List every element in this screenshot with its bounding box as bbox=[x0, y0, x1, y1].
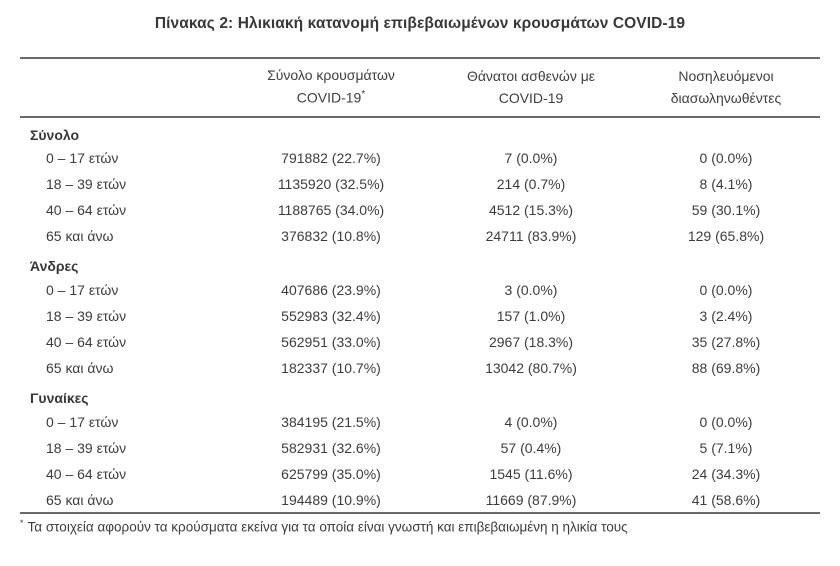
cases-value: 376832 (10.8%) bbox=[281, 228, 381, 244]
deaths-value: 2967 (18.3%) bbox=[488, 334, 574, 350]
footnote: * Τα στοιχεία αφορούν τα κρούσματα εκείνα… bbox=[20, 518, 840, 535]
cases-value: 1135920 (32.5%) bbox=[277, 176, 385, 192]
age-group-label: 40 – 64 ετών bbox=[46, 466, 127, 482]
intubated-value: 24 (34.3%) bbox=[691, 466, 761, 482]
table-row: 65 και άνω 194489 (10.9%) 11669 (87.9%) 41 … bbox=[20, 487, 820, 513]
cases-value: 582931 (32.6%) bbox=[281, 440, 381, 456]
age-group-label: 65 και άνω bbox=[46, 228, 114, 244]
cases-value: 407686 (23.9%) bbox=[281, 282, 381, 298]
section-label: Άνδρες bbox=[30, 258, 79, 274]
section-label: Σύνολο bbox=[30, 126, 80, 143]
deaths-value: 157 (1.0%) bbox=[496, 308, 566, 324]
deaths-value: 4 (0.0%) bbox=[504, 414, 558, 430]
intubated-value: 129 (65.8%) bbox=[687, 228, 765, 244]
cases-value: 791882 (22.7%) bbox=[281, 150, 381, 166]
section-header-row: Άνδρες bbox=[20, 249, 820, 277]
age-group-label: 18 – 39 ετών bbox=[46, 440, 127, 456]
intubated-value: 59 (30.1%) bbox=[691, 202, 761, 218]
footnote-text: Τα στοιχεία αφορούν τα κρούσματα εκείνα … bbox=[27, 519, 628, 535]
header-deaths: Θάνατοι ασθενών με COVID-19 bbox=[430, 58, 632, 118]
intubated-value: 5 (7.1%) bbox=[699, 440, 753, 456]
deaths-value: 4512 (15.3%) bbox=[488, 202, 574, 218]
deaths-value: 3 (0.0%) bbox=[504, 282, 558, 298]
age-group-label: 0 – 17 ετών bbox=[46, 414, 119, 430]
cases-value: 194489 (10.9%) bbox=[281, 491, 381, 508]
cases-value: 182337 (10.7%) bbox=[281, 360, 381, 376]
deaths-value: 11669 (87.9%) bbox=[485, 491, 577, 508]
intubated-value: 8 (4.1%) bbox=[699, 176, 753, 192]
table-row: 0 – 17 ετών 407686 (23.9%) 3 (0.0%) 0 (0.0%… bbox=[20, 277, 820, 303]
age-group-label: 40 – 64 ετών bbox=[46, 334, 127, 350]
covid-age-distribution-table: Σύνολο κρουσμάτων COVID-19* Θάνατοι ασθε… bbox=[20, 57, 820, 514]
header-total-cases-line1: Σύνολο κρουσμάτων bbox=[267, 67, 395, 84]
table-row: 18 – 39 ετών 582931 (32.6%) 57 (0.4%) 5 (7.… bbox=[20, 435, 820, 461]
age-group-label: 18 – 39 ετών bbox=[46, 176, 127, 192]
intubated-value: 41 (58.6%) bbox=[691, 491, 761, 508]
footnote-marker: * bbox=[20, 518, 24, 528]
intubated-value: 88 (69.8%) bbox=[691, 360, 761, 376]
cases-value: 1188765 (34.0%) bbox=[277, 202, 385, 218]
table-row: 18 – 39 ετών 1135920 (32.5%) 214 (0.7%) 8 (… bbox=[20, 171, 820, 197]
table-row: 18 – 39 ετών 552983 (32.4%) 157 (1.0%) 3 (2… bbox=[20, 303, 820, 329]
age-group-label: 65 και άνω bbox=[46, 360, 114, 376]
section-header-row: Γυναίκες bbox=[20, 381, 820, 409]
table-row: 0 – 17 ετών 384195 (21.5%) 4 (0.0%) 0 (0.0%… bbox=[20, 409, 820, 435]
cases-value: 384195 (21.5%) bbox=[281, 414, 381, 430]
intubated-value: 3 (2.4%) bbox=[699, 308, 753, 324]
intubated-value: 0 (0.0%) bbox=[699, 414, 753, 430]
table-row: 65 και άνω 376832 (10.8%) 24711 (83.9%) 129… bbox=[20, 223, 820, 249]
cases-value: 625799 (35.0%) bbox=[281, 466, 381, 482]
header-intubated-line2: διασωληνωθέντες bbox=[670, 89, 782, 106]
age-group-label: 18 – 39 ετών bbox=[46, 308, 127, 324]
age-group-label: 0 – 17 ετών bbox=[46, 282, 119, 298]
header-empty-cell bbox=[20, 58, 232, 118]
header-intubated: Νοσηλευόμενοι διασωληνωθέντες bbox=[632, 58, 820, 118]
header-intubated-line1: Νοσηλευόμενοι bbox=[678, 67, 774, 84]
section-header-row: Σύνολο bbox=[20, 117, 820, 145]
age-group-label: 40 – 64 ετών bbox=[46, 202, 127, 218]
table-row: 40 – 64 ετών 1188765 (34.0%) 4512 (15.3%) 5… bbox=[20, 197, 820, 223]
deaths-value: 7 (0.0%) bbox=[504, 150, 558, 166]
header-total-cases-line2: COVID-19* bbox=[296, 89, 366, 106]
deaths-value: 24711 (83.9%) bbox=[485, 228, 577, 244]
header-asterisk: * bbox=[361, 89, 366, 101]
intubated-value: 35 (27.8%) bbox=[691, 334, 761, 350]
table-row: 40 – 64 ετών 625799 (35.0%) 1545 (11.6%) 24… bbox=[20, 461, 820, 487]
cases-value: 562951 (33.0%) bbox=[281, 334, 381, 350]
deaths-value: 1545 (11.6%) bbox=[489, 466, 573, 482]
intubated-value: 0 (0.0%) bbox=[699, 150, 753, 166]
deaths-value: 57 (0.4%) bbox=[500, 440, 562, 456]
deaths-value: 13042 (80.7%) bbox=[485, 360, 577, 376]
section-label: Γυναίκες bbox=[30, 390, 89, 406]
page-title: Πίνακας 2: Ηλικιακή κατανομή επιβεβαιωμέ… bbox=[154, 15, 686, 32]
header-row: Σύνολο κρουσμάτων COVID-19* Θάνατοι ασθε… bbox=[20, 58, 820, 118]
age-group-label: 65 και άνω bbox=[46, 491, 114, 508]
table-row: 40 – 64 ετών 562951 (33.0%) 2967 (18.3%) 35… bbox=[20, 329, 820, 355]
deaths-value: 214 (0.7%) bbox=[496, 176, 566, 192]
intubated-value: 0 (0.0%) bbox=[699, 282, 753, 298]
age-group-label: 0 – 17 ετών bbox=[46, 150, 119, 166]
cases-value: 552983 (32.4%) bbox=[281, 308, 381, 324]
table-row: 0 – 17 ετών 791882 (22.7%) 7 (0.0%) 0 (0.0%… bbox=[20, 145, 820, 171]
header-total-cases: Σύνολο κρουσμάτων COVID-19* bbox=[232, 58, 430, 118]
header-deaths-line2: COVID-19 bbox=[498, 89, 564, 106]
table-row: 65 και άνω 182337 (10.7%) 13042 (80.7%) 88 … bbox=[20, 355, 820, 381]
table-body: Σύνολο 0 – 17 ετών 791882 (22.7%) 7 (0.0%) 0… bbox=[20, 117, 820, 513]
header-deaths-line1: Θάνατοι ασθενών με bbox=[466, 67, 596, 84]
